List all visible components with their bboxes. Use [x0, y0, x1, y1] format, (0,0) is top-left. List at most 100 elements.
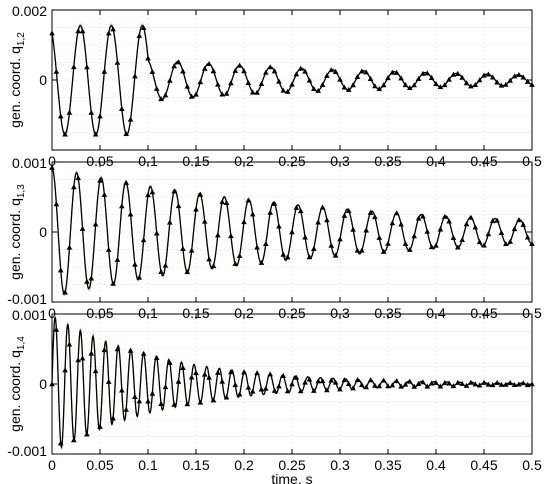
data-point-marker — [441, 213, 448, 219]
y-axis-title: gen. coord. q1,4 — [7, 336, 27, 432]
data-point-marker — [258, 259, 265, 265]
data-point-marker — [193, 369, 199, 375]
data-point-marker — [481, 379, 487, 385]
data-point-marker — [293, 374, 300, 380]
data-point-marker — [367, 209, 374, 215]
data-point-marker — [415, 380, 422, 386]
data-point-marker — [75, 175, 81, 181]
data-point-marker — [284, 88, 291, 94]
data-point-marker — [476, 77, 483, 83]
data-point-marker — [516, 71, 522, 78]
data-point-marker — [132, 73, 138, 79]
data-point-marker — [324, 217, 330, 223]
data-point-marker — [289, 381, 295, 387]
data-point-marker — [407, 85, 413, 91]
data-point-marker — [84, 64, 90, 70]
data-point-marker — [127, 116, 134, 122]
data-point-marker — [437, 84, 444, 90]
data-point-marker — [315, 219, 321, 225]
data-point-marker — [455, 244, 461, 250]
data-point-marker — [175, 378, 182, 384]
data-point-marker — [463, 221, 470, 227]
data-point-marker — [450, 71, 457, 77]
data-point-marker — [145, 398, 151, 404]
x-tick-label: 0.2 — [234, 457, 254, 473]
data-point-marker — [149, 68, 156, 74]
data-point-marker — [359, 247, 365, 253]
data-point-marker — [228, 233, 234, 239]
data-point-marker — [245, 197, 252, 203]
data-point-marker — [328, 377, 335, 383]
x-tick-label: 0.5 — [522, 305, 542, 321]
data-point-marker — [66, 341, 73, 347]
data-point-marker — [232, 381, 239, 388]
x-tick-label: 0 — [48, 153, 56, 169]
data-point-marker — [206, 256, 212, 262]
data-point-marker — [71, 184, 77, 190]
data-point-marker — [306, 77, 313, 83]
data-point-marker — [332, 68, 339, 74]
data-point-marker — [520, 221, 527, 227]
data-point-marker — [511, 381, 518, 388]
data-point-marker — [271, 68, 278, 74]
data-point-marker — [459, 380, 465, 386]
data-point-marker — [485, 381, 492, 387]
data-point-marker — [236, 391, 243, 397]
data-point-marker — [402, 82, 409, 88]
data-point-marker — [345, 207, 352, 214]
data-point-marker — [53, 201, 60, 207]
data-point-marker — [398, 75, 404, 81]
data-point-marker — [276, 383, 282, 389]
data-point-marker — [101, 191, 108, 197]
data-point-marker — [280, 372, 287, 378]
data-point-marker — [136, 274, 143, 280]
chart-panel-2: 0 0.05 0.1 0.15 0.2 0.25 0.3 0.35 0.4 0.45 0.5 0.00… — [7, 155, 542, 321]
data-point-marker — [123, 179, 129, 185]
data-point-marker — [372, 382, 378, 388]
data-point-marker — [455, 70, 461, 76]
data-point-marker — [236, 62, 243, 68]
data-point-marker — [193, 206, 199, 212]
data-point-marker — [341, 84, 348, 90]
y-tick-label: -0.001 — [7, 291, 47, 307]
data-point-marker — [232, 260, 239, 266]
y-tick-label: 0.002 — [12, 3, 47, 19]
data-point-marker — [297, 388, 304, 394]
data-point-marker — [503, 381, 509, 387]
data-point-marker — [62, 131, 68, 137]
data-point-marker — [267, 209, 273, 215]
data-point-marker — [167, 77, 173, 83]
data-point-marker — [524, 78, 531, 84]
y-tick-label: 0 — [39, 72, 47, 88]
x-tick-label: 0.1 — [138, 153, 158, 169]
data-point-marker — [393, 378, 400, 384]
data-point-marker — [472, 81, 479, 88]
data-point-marker — [337, 386, 343, 392]
data-point-marker — [140, 24, 147, 30]
data-point-marker — [472, 224, 479, 230]
x-tick-label: 0.15 — [182, 305, 209, 321]
data-point-marker — [119, 203, 125, 209]
data-point-marker — [254, 370, 260, 376]
data-point-marker — [132, 261, 138, 267]
data-point-marker — [332, 379, 339, 385]
y-tick-label: 0 — [39, 224, 47, 240]
data-point-marker — [79, 355, 86, 361]
data-point-marker — [263, 69, 269, 75]
data-point-marker — [441, 380, 448, 386]
data-point-marker — [228, 80, 234, 86]
y-tick-label: -0.001 — [7, 443, 47, 459]
data-point-marker — [411, 233, 417, 239]
data-point-marker — [197, 399, 204, 405]
data-point-marker — [524, 382, 531, 388]
data-point-marker — [57, 267, 64, 273]
data-point-marker — [241, 219, 247, 225]
data-point-marker — [271, 387, 278, 393]
data-point-marker — [171, 401, 177, 407]
data-point-marker — [450, 234, 457, 240]
x-tick-label: 0.25 — [278, 457, 305, 473]
data-point-marker — [53, 326, 60, 332]
x-tick-label: 0.25 — [278, 305, 305, 321]
data-point-marker — [311, 245, 317, 251]
